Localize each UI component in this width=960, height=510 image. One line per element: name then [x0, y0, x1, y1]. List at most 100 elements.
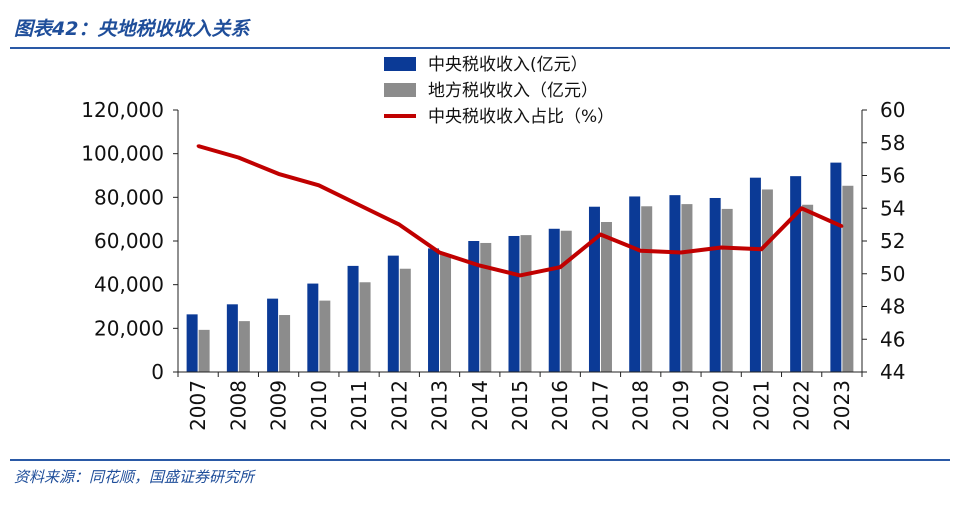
left-tick-label: 40,000: [94, 273, 164, 297]
x-tick-label-2014: 2014: [468, 380, 492, 431]
legend-swatch-central: [384, 57, 416, 71]
left-tick-label: 60,000: [94, 229, 164, 253]
ratio-point-2017: [598, 232, 602, 236]
x-axis: 2007 2008 2009 2010 2011 2012 2013 2014 2015 2016…: [177, 371, 863, 431]
x-tick-label-2007: 2007: [186, 380, 210, 431]
x-tick-label-2019: 2019: [669, 380, 693, 431]
ratio-point-2023: [840, 224, 844, 228]
legend-label-2: 中央税收收入占比（%）: [428, 107, 614, 127]
ratio-line: [197, 144, 843, 278]
figure-title: 图表42：央地税收收入关系: [14, 18, 250, 40]
x-tick-label-2009: 2009: [267, 380, 291, 431]
x-tick-label-2022: 2022: [790, 380, 814, 431]
legend-label-1: 地方税收收入（亿元）: [428, 81, 598, 101]
bar-local-2007: [198, 329, 210, 372]
ratio-point-2014: [478, 264, 482, 268]
ratio-point-2008: [236, 155, 240, 159]
right-tick-label: 44: [880, 360, 905, 384]
x-tick-label-2018: 2018: [629, 380, 653, 431]
left-tick-label: 80,000: [94, 185, 164, 209]
ratio-point-2010: [317, 183, 321, 187]
bar-central-2020: [709, 197, 721, 372]
right-tick-label: 56: [880, 164, 905, 188]
bar-central-2019: [669, 195, 681, 372]
bar-central-2018: [629, 196, 641, 372]
bar-central-2008: [226, 304, 238, 372]
bar-local-2022: [802, 204, 814, 372]
ratio-point-2021: [759, 247, 763, 251]
x-tick-label-2010: 2010: [307, 380, 331, 431]
bar-local-2009: [279, 315, 291, 372]
x-tick-label-2021: 2021: [749, 380, 773, 431]
bar-central-2013: [428, 248, 440, 372]
bar-local-2018: [641, 206, 653, 372]
bar-central-2017: [588, 206, 600, 372]
x-tick-label-2011: 2011: [347, 380, 371, 431]
ratio-point-2015: [518, 273, 522, 277]
bar-central-2012: [387, 255, 399, 372]
legend: 中央税收收入(亿元） 地方税收收入（亿元） 中央税收收入占比（%）: [384, 55, 614, 127]
ratio-point-2013: [438, 250, 442, 254]
bar-local-2016: [560, 230, 572, 372]
ratio-point-2011: [357, 203, 361, 207]
right-axis: 44 46 48 50 52 54 56 58 60: [861, 98, 905, 384]
x-tick-label-2013: 2013: [428, 380, 452, 431]
ratio-point-2020: [719, 246, 723, 250]
right-tick-label: 58: [880, 131, 905, 155]
bar-local-2008: [238, 321, 250, 372]
right-tick-label: 60: [880, 98, 905, 122]
ratio-point-2019: [679, 250, 683, 254]
bar-central-2015: [508, 235, 520, 372]
ratio-point-2016: [558, 265, 562, 269]
legend-label-0: 中央税收收入(亿元）: [428, 55, 588, 75]
left-axis: 0 20,000 40,000 60,000 80,000 100,000 120,000: [81, 98, 179, 384]
bar-central-2022: [790, 176, 802, 372]
bar-central-2011: [347, 265, 359, 372]
x-tick-label-2016: 2016: [548, 380, 572, 431]
right-tick-label: 46: [880, 327, 905, 351]
bar-central-2016: [548, 228, 560, 372]
left-tick-label: 20,000: [94, 316, 164, 340]
bar-local-2021: [761, 189, 773, 372]
x-tick-label-2008: 2008: [226, 380, 250, 431]
right-tick-label: 50: [880, 262, 905, 286]
bar-local-2010: [319, 300, 331, 372]
left-tick-label: 120,000: [81, 98, 164, 122]
legend-swatch-local: [384, 83, 416, 97]
x-tick-label-2023: 2023: [830, 380, 854, 431]
x-tick-label-2017: 2017: [588, 380, 612, 431]
bar-series: [186, 162, 854, 372]
bar-local-2017: [600, 222, 612, 372]
right-tick-label: 54: [880, 196, 905, 220]
bar-local-2011: [359, 282, 371, 372]
bottom-divider: [10, 459, 950, 461]
bar-central-2007: [186, 314, 198, 372]
bar-central-2021: [749, 177, 761, 372]
ratio-line-series: [196, 144, 844, 278]
bar-local-2019: [681, 204, 693, 372]
top-divider: [10, 47, 950, 49]
bar-central-2009: [267, 298, 279, 372]
bar-local-2023: [842, 185, 854, 372]
bar-local-2012: [399, 268, 411, 372]
right-tick-label: 48: [880, 295, 905, 319]
bar-central-2010: [307, 283, 319, 372]
left-tick-label: 0: [151, 360, 164, 384]
bar-local-2013: [440, 254, 452, 372]
x-tick-label-2020: 2020: [709, 380, 733, 431]
bar-local-2020: [721, 208, 733, 372]
bar-local-2014: [480, 242, 492, 372]
bar-local-2015: [520, 235, 532, 372]
source-note: 资料来源：同花顺，国盛证券研究所: [14, 468, 255, 486]
ratio-point-2009: [277, 172, 281, 176]
ratio-point-2012: [397, 223, 401, 227]
ratio-point-2007: [196, 144, 200, 148]
bar-central-2014: [468, 241, 480, 372]
ratio-point-2022: [800, 206, 804, 210]
x-tick-label-2015: 2015: [508, 380, 532, 431]
left-tick-label: 100,000: [81, 142, 164, 166]
bar-central-2023: [830, 162, 842, 372]
ratio-point-2018: [639, 249, 643, 253]
right-tick-label: 52: [880, 229, 905, 253]
